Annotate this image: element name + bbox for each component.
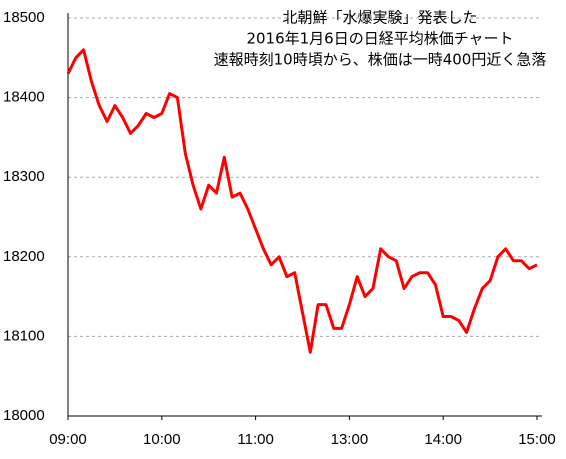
x-tick-label: 11:00 bbox=[237, 431, 273, 448]
y-tick-label: 18500 bbox=[3, 9, 45, 26]
chart-title: 北朝鮮「水爆実験」発表した bbox=[282, 9, 477, 27]
x-tick-label: 10:00 bbox=[143, 431, 181, 448]
x-tick-label: 09:00 bbox=[49, 431, 87, 448]
x-tick-label: 15:00 bbox=[518, 431, 556, 448]
chart-title: 速報時刻10時頃から、株価は一時400円近く急落 bbox=[214, 51, 547, 69]
y-tick-label: 18200 bbox=[3, 248, 45, 265]
y-tick-label: 18400 bbox=[3, 89, 45, 106]
chart-title: 2016年1月6日の日経平均株価チャート bbox=[246, 30, 513, 48]
x-tick-label: 13:00 bbox=[331, 431, 369, 448]
price-line bbox=[66, 48, 538, 354]
y-tick-label: 18300 bbox=[3, 168, 45, 185]
y-tick-label: 18100 bbox=[3, 327, 45, 344]
y-tick-label: 18000 bbox=[3, 407, 45, 424]
x-tick-label: 14:00 bbox=[424, 431, 462, 448]
